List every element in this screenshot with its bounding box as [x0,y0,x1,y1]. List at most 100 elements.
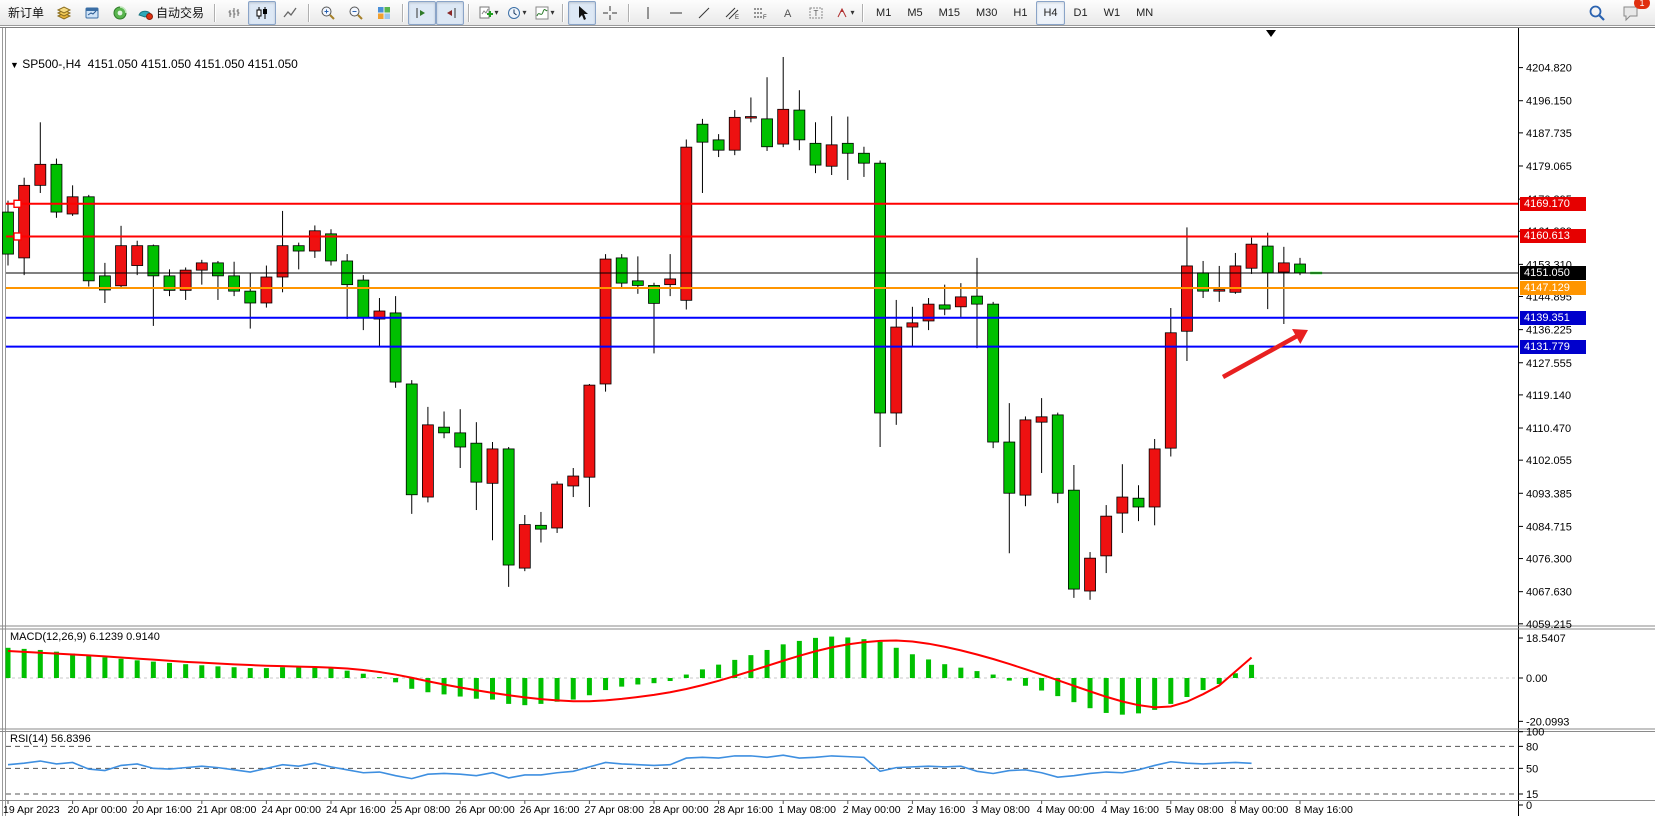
line-chart-icon[interactable] [276,1,304,25]
crosshair-icon[interactable] [596,1,624,25]
candle-body [2,211,14,255]
macd-scale-label: 18.5407 [1526,633,1566,645]
chart-shift-marker[interactable] [1266,30,1276,37]
tab-timeframe-m5[interactable]: M5 [907,6,923,19]
macd-bar [829,636,835,678]
rsi-scale-label: 80 [1526,741,1538,753]
candle-body [1035,416,1048,423]
autotrade-button[interactable]: 自动交易 [134,1,210,25]
chart-shift-icon[interactable] [436,0,465,25]
macd-bar [167,662,172,678]
candle-body [696,123,709,143]
arrows-tool-icon[interactable]: ▾ [830,1,858,25]
macd-bar [344,670,350,678]
cursor-icon[interactable] [568,0,597,25]
candlestick-chart-icon[interactable] [248,0,277,25]
svg-text:F: F [763,15,767,21]
zoom-out-icon[interactable] [342,1,370,25]
text-tool-icon[interactable]: A [774,1,802,25]
candle-body [712,139,725,151]
macd-bar [506,678,512,704]
navigator-icon[interactable] [106,1,134,25]
candle-body [1116,496,1129,514]
candle-body [18,184,31,259]
period-clock-icon[interactable]: ▾ [502,1,530,25]
macd-bar [683,674,689,678]
macd-bar [1216,678,1222,685]
fibonacci-tool-icon[interactable]: F [746,1,774,25]
macd-bar [1184,678,1190,697]
tab-timeframe-m30[interactable]: M30 [976,6,998,19]
macd-bar [1006,678,1012,681]
trend-arrow-annotation[interactable] [1221,332,1301,379]
price-line-label-4139.351[interactable]: 4139.351 [1520,310,1586,325]
candle-body [66,196,79,215]
macd-bar [393,678,399,683]
candle-body [276,245,289,278]
notifications-button[interactable]: 1 [1617,0,1650,25]
macd-bar [102,657,108,678]
macd-signal-line [7,639,1253,709]
vertical-line-tool-icon[interactable] [634,1,662,25]
time-axis-label: 4 May 16:00 [1101,804,1159,816]
toolbar-right: 1 [1583,0,1653,25]
auto-scroll-icon[interactable] [408,0,437,25]
tile-windows-icon[interactable] [370,1,398,25]
price-line-label-4160.613[interactable]: 4160.613 [1520,229,1586,244]
candle-body [228,275,241,292]
macd-bar [247,668,253,678]
tab-timeframe-m1[interactable]: M1 [876,6,892,19]
macd-bar [1168,678,1174,704]
candle-body [212,262,224,277]
candle-body [583,384,596,478]
candle-body [1164,332,1177,449]
macd-bar [473,678,479,699]
tab-timeframe-h1[interactable]: H1 [1013,6,1028,19]
history-center-icon[interactable] [50,1,78,25]
macd-bar [37,649,43,678]
chart-canvas[interactable]: 4204.8204196.1504187.7354179.0654170.395… [0,26,1655,830]
market-watch-icon[interactable] [78,1,106,25]
search-icon[interactable] [1583,1,1611,25]
new-order-button[interactable]: 新订单 [2,1,50,25]
price-line-label-4169.170[interactable]: 4169.170 [1520,196,1586,211]
tab-timeframe-h4[interactable]: H4 [1036,0,1065,25]
macd-indicator-name: MACD(12,26,9) [10,631,87,643]
macd-bar [716,664,722,678]
macd-bar [1232,673,1238,678]
bar-chart-icon[interactable] [220,1,248,25]
hline-drag-handle[interactable] [13,232,22,241]
tab-timeframe-w1[interactable]: W1 [1103,6,1121,19]
macd-bar [1249,664,1255,678]
channel-tool-icon[interactable]: E [718,1,746,25]
hline-drag-handle[interactable] [13,199,22,208]
macd-bar [134,660,140,678]
price-tick-label: 4179.065 [1526,161,1572,173]
price-line-label-4147.129[interactable]: 4147.129 [1520,280,1586,295]
macd-bar [118,658,124,678]
price-line-label-4131.779[interactable]: 4131.779 [1520,339,1586,354]
time-axis-label: 25 Apr 08:00 [391,804,451,816]
candle-body [1213,289,1226,292]
new-chart-icon[interactable]: ▾ [474,1,502,25]
price-axis[interactable]: 4204.8204196.1504187.7354179.0654170.395… [1518,63,1572,812]
candle-body [971,295,983,305]
trendline-tool-icon[interactable] [690,1,718,25]
candle-body [99,275,111,291]
time-axis[interactable]: 19 Apr 2023 20 Apr 00:00 20 Apr 16:00 21 Ap… [3,800,1353,817]
indicators-icon[interactable]: ▾ [530,1,558,25]
candle-body [1051,414,1064,494]
macd-bar [748,655,754,678]
horizontal-line-tool-icon[interactable] [662,1,690,25]
collapse-triangle-icon[interactable]: ▼ [10,60,19,70]
trend-arrow-head[interactable] [1292,329,1308,345]
chevron-down-icon: ▾ [850,8,855,17]
tab-timeframe-mn[interactable]: MN [1136,6,1154,19]
price-line-label-4151.050[interactable]: 4151.050 [1520,266,1586,280]
time-axis-label: 20 Apr 16:00 [132,804,192,816]
time-axis-label: 8 May 00:00 [1230,804,1288,816]
zoom-in-icon[interactable] [314,1,342,25]
tab-timeframe-m15[interactable]: M15 [938,6,960,19]
tab-timeframe-d1[interactable]: D1 [1073,6,1088,19]
label-tool-icon[interactable]: T [802,1,830,25]
